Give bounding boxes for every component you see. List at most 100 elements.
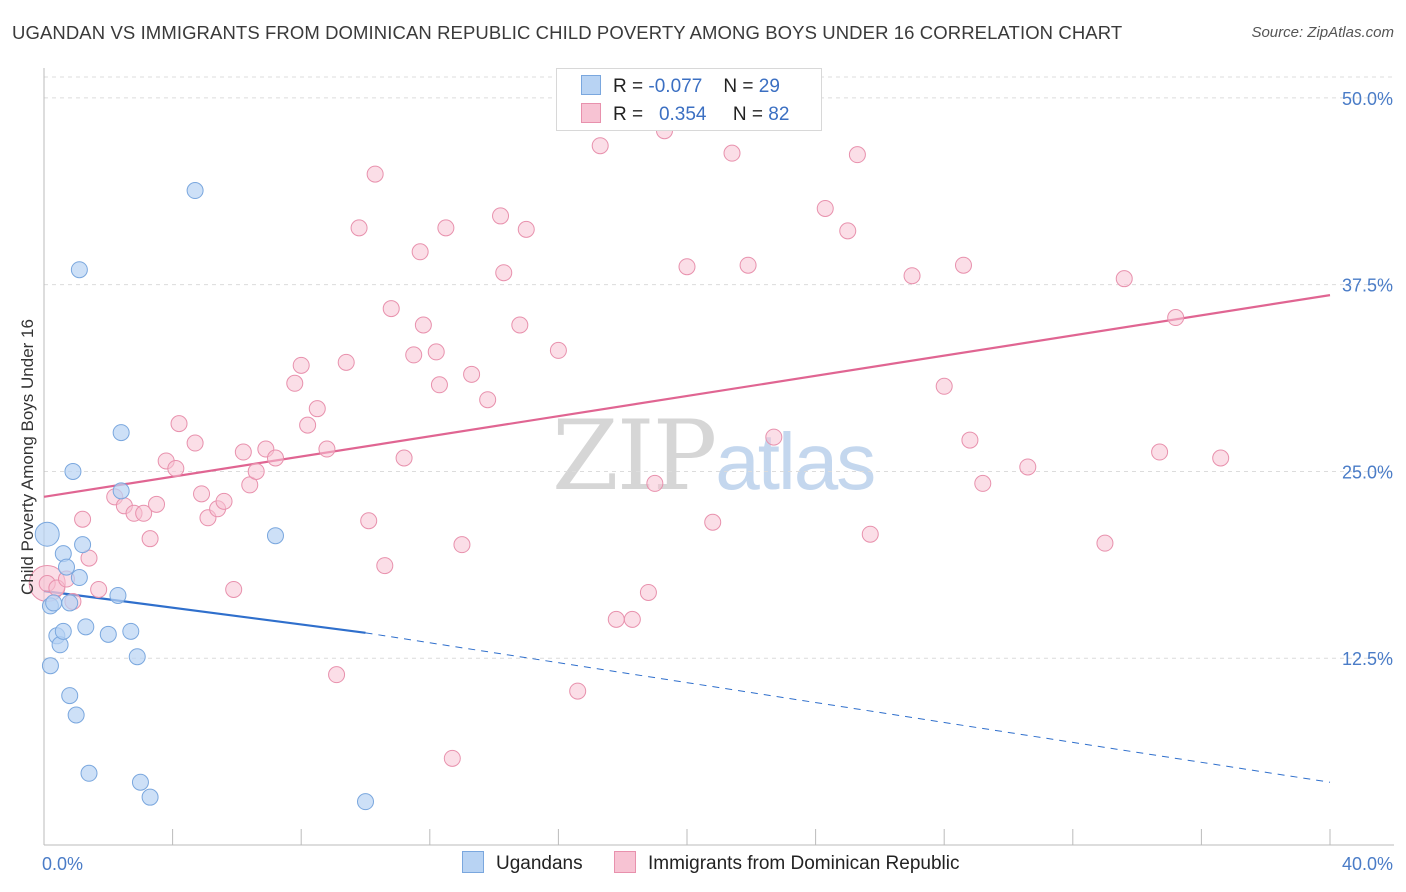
dominican-point xyxy=(495,264,513,282)
ugandan-point xyxy=(70,569,88,587)
ugandans-trend-line xyxy=(43,589,366,634)
dominican-point xyxy=(646,474,664,492)
dominican-point xyxy=(765,428,783,446)
ugandan-point xyxy=(186,182,204,200)
x-tick-label: 0.0% xyxy=(42,854,83,874)
y-tick-label: 37.5% xyxy=(1342,276,1393,296)
trend-lines xyxy=(43,294,1331,783)
dominican-point xyxy=(954,256,972,274)
dominican-point xyxy=(1167,309,1185,327)
ugandan-point xyxy=(74,536,92,554)
dominican-point xyxy=(1019,458,1037,476)
ugandans-swatch-icon xyxy=(462,851,484,873)
dominican-point xyxy=(678,258,696,276)
y-tick-label: 50.0% xyxy=(1342,89,1393,109)
dominican-point xyxy=(337,353,355,371)
dominican-trend-line xyxy=(43,294,1331,498)
legend-row-dominican: R = 0.354 N = 82 xyxy=(581,103,789,126)
y-tick-label: 12.5% xyxy=(1342,649,1393,669)
ugandan-point xyxy=(70,261,88,279)
dominican-point xyxy=(430,376,448,394)
ugandan-point xyxy=(266,527,284,545)
y-tick-label: 25.0% xyxy=(1342,462,1393,482)
dominican-point xyxy=(411,243,429,261)
ugandan-point xyxy=(34,521,60,547)
dominican-point xyxy=(816,199,834,217)
r-value: 0.354 xyxy=(658,104,707,125)
legend-row-ugandans: R = -0.077 N = 29 xyxy=(581,75,780,98)
dominican-point xyxy=(861,525,879,543)
dominican-point xyxy=(549,341,567,359)
dominican-point xyxy=(974,474,992,492)
tick-labels: 12.5% 25.0% 37.5% 50.0% 0.0% 40.0% xyxy=(42,89,1393,874)
dominican-point xyxy=(492,207,510,225)
ugandan-point xyxy=(128,648,146,666)
data-points xyxy=(28,122,1230,811)
dominican-point xyxy=(848,146,866,164)
legend-item-ugandans[interactable]: Ugandans xyxy=(462,851,583,875)
axes xyxy=(43,68,1394,846)
dominican-point xyxy=(74,510,92,528)
ugandan-point xyxy=(112,424,130,442)
dominican-point xyxy=(414,316,432,334)
dominican-point xyxy=(479,391,497,409)
ugandan-point xyxy=(141,788,159,806)
dominican-point xyxy=(234,443,252,461)
n-label: N = xyxy=(723,76,754,97)
ugandan-point xyxy=(45,594,63,612)
y-axis-label: Child Poverty Among Boys Under 16 xyxy=(18,319,37,595)
dominican-point xyxy=(935,377,953,395)
dominican-point xyxy=(443,749,461,767)
n-value: 82 xyxy=(768,104,790,125)
dominican-point xyxy=(453,536,471,554)
dominican-point xyxy=(292,356,310,374)
r-label: R = xyxy=(613,76,644,97)
dominican-point xyxy=(167,459,185,477)
chart-title: UGANDAN VS IMMIGRANTS FROM DOMINICAN REP… xyxy=(12,22,1123,43)
dominican-point xyxy=(511,316,529,334)
dominican-point xyxy=(903,267,921,285)
series-legend: Ugandans Immigrants from Dominican Repub… xyxy=(0,851,1406,877)
grid xyxy=(44,76,1394,659)
dominican-point xyxy=(463,365,481,383)
dominican-point xyxy=(517,220,535,238)
ugandan-point xyxy=(64,462,82,480)
dominican-point xyxy=(1151,443,1169,461)
dominican-point xyxy=(376,557,394,575)
ugandan-point xyxy=(61,594,79,612)
dominican-point xyxy=(286,374,304,392)
dominican-point xyxy=(247,462,265,480)
dominican-point xyxy=(623,610,641,628)
ugandan-point xyxy=(99,625,117,643)
dominican-point xyxy=(723,144,741,162)
dominican-point xyxy=(569,682,587,700)
dominican-point xyxy=(366,165,384,183)
dominican-swatch-icon xyxy=(614,851,636,873)
legend-label-dominican: Immigrants from Dominican Republic xyxy=(648,853,960,874)
dominican-point xyxy=(90,580,108,598)
dominican-point xyxy=(839,222,857,240)
dominican-point xyxy=(148,495,166,513)
legend-item-dominican[interactable]: Immigrants from Dominican Republic xyxy=(614,851,960,875)
ugandan-point xyxy=(54,622,72,640)
ugandans-trend-extension xyxy=(365,632,1331,783)
dominican-point xyxy=(639,583,657,601)
correlation-legend: R = -0.077 N = 29 R = 0.354 N = 82 xyxy=(556,68,822,131)
dominican-point xyxy=(215,492,233,510)
dominican-point xyxy=(607,610,625,628)
dominican-point xyxy=(405,346,423,364)
dominican-point xyxy=(266,449,284,467)
ugandan-point xyxy=(41,657,59,675)
ugandan-point xyxy=(131,773,149,791)
dominican-point xyxy=(328,666,346,684)
ugandan-point xyxy=(112,482,130,500)
dominican-point xyxy=(1212,449,1230,467)
n-label: N = xyxy=(732,104,764,125)
ugandan-point xyxy=(77,618,95,636)
dominican-point xyxy=(350,219,368,237)
ugandan-point xyxy=(67,706,85,724)
dominican-point xyxy=(225,580,243,598)
dominican-point xyxy=(360,512,378,530)
ugandan-point xyxy=(80,764,98,782)
